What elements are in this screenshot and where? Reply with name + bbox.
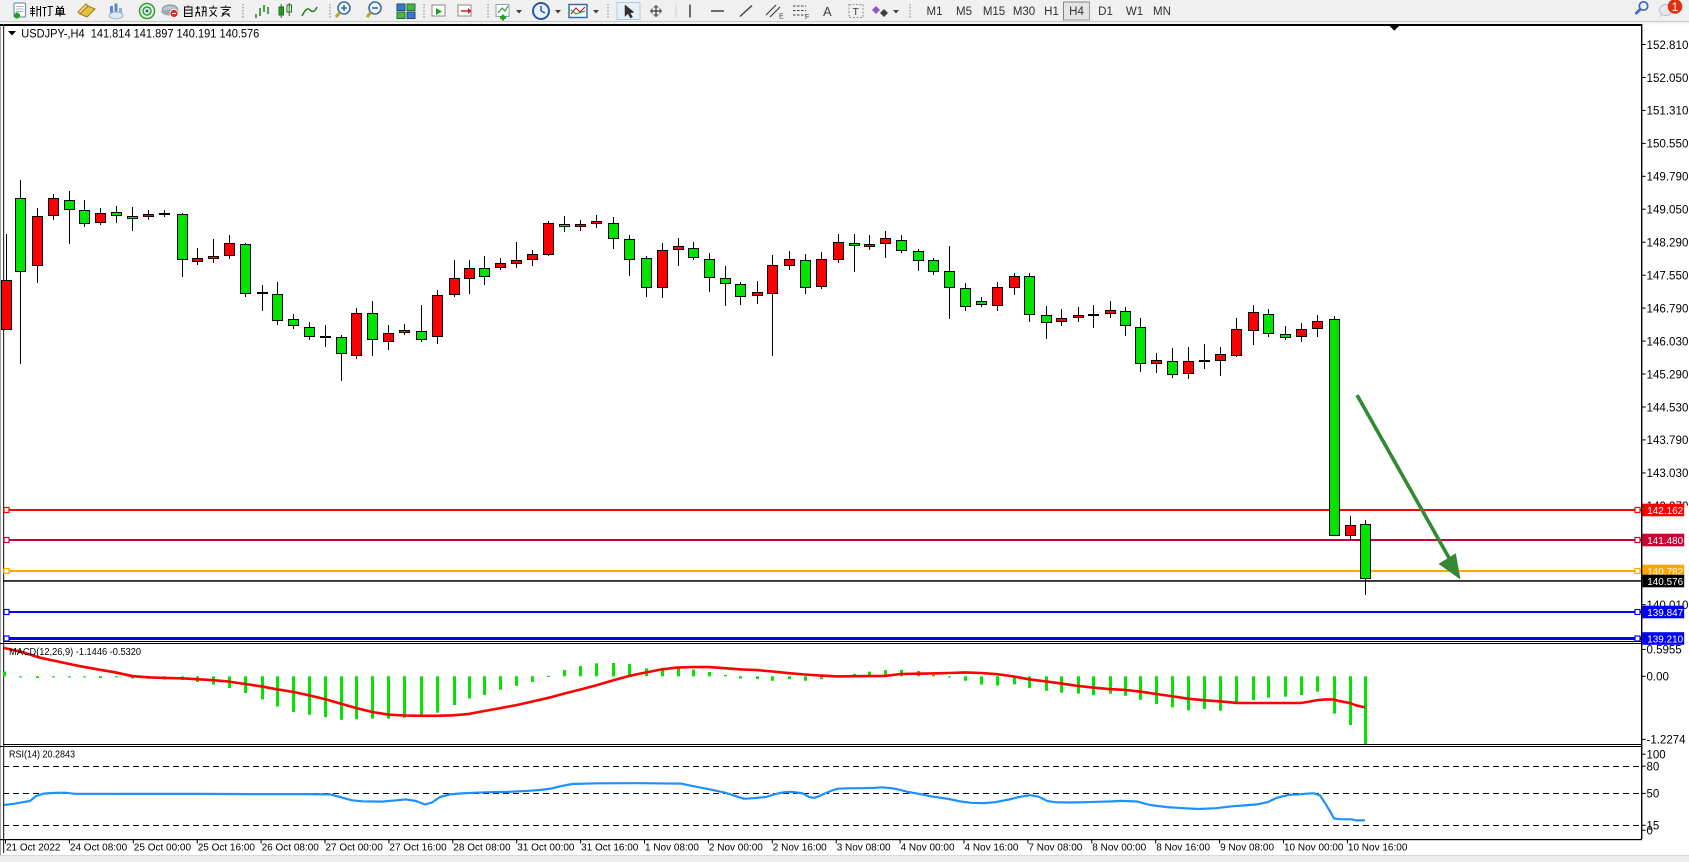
svg-text:31 Oct 16:00: 31 Oct 16:00 — [581, 843, 639, 854]
svg-text:E: E — [779, 14, 784, 21]
svg-text:139.847: 139.847 — [1647, 607, 1683, 619]
svg-text:4 Nov 16:00: 4 Nov 16:00 — [965, 843, 1019, 854]
svg-text:148.290: 148.290 — [1647, 238, 1689, 250]
svg-text:141.480: 141.480 — [1647, 535, 1683, 547]
svg-text:140.576: 140.576 — [1647, 576, 1683, 588]
svg-text:1 Nov 08:00: 1 Nov 08:00 — [645, 843, 699, 854]
svg-text:142.270: 142.270 — [1647, 501, 1689, 513]
svg-text:USDJPY-,H4 141.814 141.897 14: USDJPY-,H4 141.814 141.897 140.191 140.5… — [21, 27, 259, 41]
svg-text:7 Nov 08:00: 7 Nov 08:00 — [1028, 843, 1082, 854]
svg-text:W1: W1 — [1126, 6, 1143, 18]
svg-text:T: T — [853, 6, 860, 18]
svg-text:145.290: 145.290 — [1647, 369, 1689, 381]
svg-text:1: 1 — [1672, 0, 1679, 14]
svg-text:152.810: 152.810 — [1647, 40, 1689, 52]
svg-text:100: 100 — [1647, 750, 1666, 762]
svg-text:8 Nov 00:00: 8 Nov 00:00 — [1092, 843, 1146, 854]
svg-text:31 Oct 00:00: 31 Oct 00:00 — [517, 843, 575, 854]
svg-text:80: 80 — [1647, 762, 1660, 774]
svg-text:H1: H1 — [1044, 6, 1059, 18]
svg-text:9 Nov 08:00: 9 Nov 08:00 — [1220, 843, 1274, 854]
svg-text:24 Oct 08:00: 24 Oct 08:00 — [70, 843, 128, 854]
svg-text:-1.2274: -1.2274 — [1647, 735, 1687, 747]
svg-text:F: F — [805, 14, 809, 21]
svg-text:21 Oct 2022: 21 Oct 2022 — [6, 843, 61, 854]
svg-text:149.790: 149.790 — [1647, 172, 1689, 184]
svg-text:8 Nov 16:00: 8 Nov 16:00 — [1156, 843, 1210, 854]
svg-text:146.030: 146.030 — [1647, 336, 1689, 348]
svg-text:25 Oct 00:00: 25 Oct 00:00 — [134, 843, 192, 854]
svg-text:M30: M30 — [1013, 6, 1035, 18]
svg-text:M5: M5 — [956, 6, 972, 18]
svg-text:27 Oct 16:00: 27 Oct 16:00 — [389, 843, 447, 854]
svg-text:MN: MN — [1153, 6, 1171, 18]
svg-text:142.162: 142.162 — [1647, 505, 1683, 517]
svg-text:150.550: 150.550 — [1647, 139, 1689, 151]
svg-text:149.050: 149.050 — [1647, 205, 1689, 217]
svg-text:27 Oct 00:00: 27 Oct 00:00 — [326, 843, 384, 854]
svg-text:139.210: 139.210 — [1647, 633, 1683, 645]
svg-text:A: A — [823, 4, 832, 19]
svg-text:4 Nov 00:00: 4 Nov 00:00 — [901, 843, 955, 854]
svg-text:RSI(14) 20.2843: RSI(14) 20.2843 — [9, 750, 75, 761]
svg-text:2 Nov 00:00: 2 Nov 00:00 — [709, 843, 763, 854]
svg-text:H4: H4 — [1069, 6, 1084, 18]
svg-text:152.050: 152.050 — [1647, 73, 1689, 85]
svg-text:0.5955: 0.5955 — [1647, 645, 1682, 657]
svg-text:146.790: 146.790 — [1647, 303, 1689, 315]
svg-text:10 Nov 00:00: 10 Nov 00:00 — [1284, 843, 1344, 854]
svg-text:151.310: 151.310 — [1647, 106, 1689, 118]
svg-text:143.030: 143.030 — [1647, 468, 1689, 480]
svg-text:147.550: 147.550 — [1647, 271, 1689, 283]
svg-text:10 Nov 16:00: 10 Nov 16:00 — [1348, 843, 1408, 854]
svg-text:25 Oct 16:00: 25 Oct 16:00 — [198, 843, 256, 854]
svg-text:M1: M1 — [927, 6, 943, 18]
svg-text:0: 0 — [1647, 826, 1653, 838]
svg-text:MACD(12,26,9) -1.1446 -0.5320: MACD(12,26,9) -1.1446 -0.5320 — [9, 647, 141, 658]
svg-text:50: 50 — [1647, 789, 1660, 801]
svg-text:D1: D1 — [1098, 6, 1113, 18]
svg-text:M15: M15 — [983, 6, 1005, 18]
svg-text:15: 15 — [1647, 821, 1660, 833]
svg-text:144.530: 144.530 — [1647, 402, 1689, 414]
svg-text:28 Oct 08:00: 28 Oct 08:00 — [453, 843, 511, 854]
svg-text:3 Nov 08:00: 3 Nov 08:00 — [837, 843, 891, 854]
svg-text:26 Oct 08:00: 26 Oct 08:00 — [262, 843, 320, 854]
svg-text:0.00: 0.00 — [1647, 672, 1669, 684]
svg-text:143.790: 143.790 — [1647, 435, 1689, 447]
svg-text:2 Nov 16:00: 2 Nov 16:00 — [773, 843, 827, 854]
